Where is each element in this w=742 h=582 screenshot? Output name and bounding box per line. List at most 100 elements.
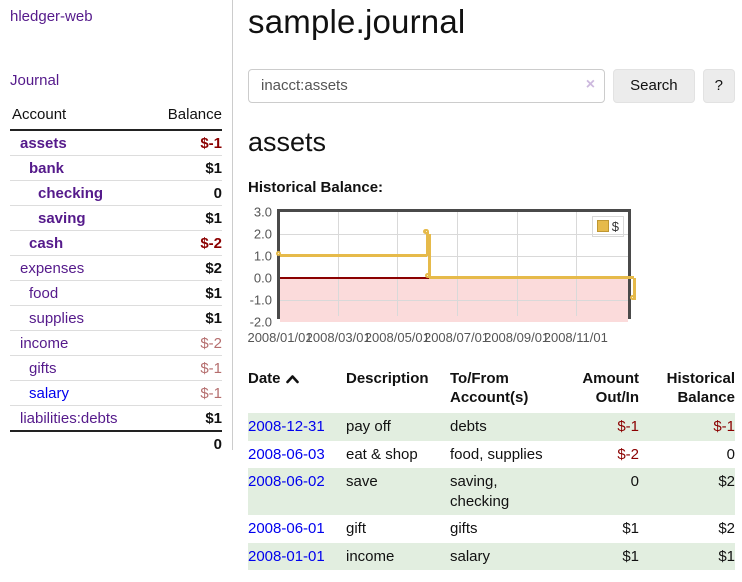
transaction-description: gift — [346, 515, 450, 543]
search-input-wrap: × — [248, 69, 605, 103]
account-row: expenses $2 — [10, 256, 222, 281]
register-header-description: Description — [346, 368, 450, 414]
account-link[interactable]: bank — [10, 160, 64, 177]
transaction-amount: $1 — [560, 515, 639, 543]
transaction-date-link[interactable]: 2008-06-01 — [248, 520, 325, 537]
x-tick-label: 2008/03/01 — [306, 330, 371, 345]
account-link[interactable]: food — [10, 285, 58, 302]
account-balance: $2 — [205, 260, 222, 277]
account-link[interactable]: checking — [10, 185, 103, 202]
sort-asc-icon — [285, 371, 300, 390]
y-tick-label: 3.0 — [248, 204, 272, 219]
account-row: checking 0 — [10, 181, 222, 206]
register-row: 2008-06-01 gift gifts $1 $2 — [248, 515, 735, 543]
search-button[interactable]: Search — [613, 69, 695, 103]
transaction-balance: $2 — [639, 515, 735, 543]
account-link[interactable]: liabilities:debts — [10, 410, 118, 427]
account-row: supplies $1 — [10, 306, 222, 331]
account-balance: $1 — [205, 285, 222, 302]
historical-balance-chart: 3.02.01.00.0-1.0-2.0 $ 2008/01/012008/03… — [248, 208, 735, 350]
register-header-date[interactable]: Date — [248, 368, 346, 414]
account-balance: 0 — [214, 185, 222, 202]
y-tick-label: -1.0 — [248, 292, 272, 307]
legend-label: $ — [612, 219, 619, 234]
transaction-balance: $-1 — [639, 413, 735, 441]
accounts-table-header: Account Balance — [10, 106, 222, 131]
register-header-accounts: To/From Account(s) — [450, 368, 560, 414]
account-row: gifts $-1 — [10, 356, 222, 381]
account-link[interactable]: saving — [10, 210, 86, 227]
v-gridline — [397, 212, 398, 316]
accounts-total-value: 0 — [214, 436, 222, 453]
clear-search-icon[interactable]: × — [586, 76, 595, 94]
account-link[interactable]: income — [10, 335, 68, 352]
transaction-description: income — [346, 543, 450, 571]
brand-link[interactable]: hledger-web — [10, 8, 222, 25]
account-link[interactable]: gifts — [10, 360, 57, 377]
help-button[interactable]: ? — [703, 69, 735, 103]
accounts-header-account: Account — [12, 106, 66, 123]
sidebar-item-journal[interactable]: Journal — [10, 72, 222, 89]
y-tick-label: 1.0 — [248, 248, 272, 263]
register-row: 2008-01-01 income salary $1 $1 — [248, 543, 735, 571]
account-row: liabilities:debts $1 — [10, 406, 222, 430]
x-tick-label: 2008/07/01 — [424, 330, 489, 345]
transaction-date-link[interactable]: 2008-06-03 — [248, 446, 325, 463]
account-row: bank $1 — [10, 156, 222, 181]
register-row: 2008-06-03 eat & shop food, supplies $-2… — [248, 441, 735, 469]
account-balance: $-1 — [200, 360, 222, 377]
y-tick-label: 2.0 — [248, 226, 272, 241]
transaction-accounts: gifts — [450, 515, 560, 543]
v-gridline — [576, 212, 577, 316]
register-table: Date Description To/From Account(s) Amou… — [248, 368, 735, 571]
transaction-amount: $-1 — [560, 413, 639, 441]
register-header-amount: Amount Out/In — [560, 368, 639, 414]
transaction-accounts: salary — [450, 543, 560, 571]
x-tick-label: 2008/05/01 — [365, 330, 430, 345]
v-gridline — [457, 212, 458, 316]
account-row: income $-2 — [10, 331, 222, 356]
main-content: sample.journal × Search ? assets Histori… — [248, 0, 735, 570]
transaction-date-link[interactable]: 2008-06-02 — [248, 473, 325, 490]
transaction-description: pay off — [346, 413, 450, 441]
transaction-date-link[interactable]: 2008-01-01 — [248, 548, 325, 565]
transaction-date-link[interactable]: 2008-12-31 — [248, 418, 325, 435]
account-balance: $1 — [205, 310, 222, 327]
account-balance: $1 — [205, 210, 222, 227]
account-link[interactable]: expenses — [10, 260, 84, 277]
register-header-row: Date Description To/From Account(s) Amou… — [248, 368, 735, 414]
account-link[interactable]: supplies — [10, 310, 84, 327]
legend-swatch-icon — [597, 220, 609, 232]
transaction-amount: $-2 — [560, 441, 639, 469]
chart-plot-area: $ — [277, 209, 631, 319]
accounts-header-balance: Balance — [168, 106, 222, 123]
account-row: cash $-2 — [10, 231, 222, 256]
accounts-table: Account Balance assets $-1 bank $1 check… — [10, 106, 222, 457]
transaction-balance: $2 — [639, 468, 735, 515]
series-line-segment — [428, 234, 431, 278]
accounts-total-row: 0 — [10, 430, 222, 457]
transaction-balance: 0 — [639, 441, 735, 469]
accounts-list: assets $-1 bank $1 checking 0 saving $1 … — [10, 131, 222, 430]
chart-title: Historical Balance: — [248, 179, 735, 196]
y-tick-label: -2.0 — [248, 314, 272, 329]
account-row: assets $-1 — [10, 131, 222, 156]
transaction-accounts: food, supplies — [450, 441, 560, 469]
account-link[interactable]: cash — [10, 235, 63, 252]
transaction-accounts: debts — [450, 413, 560, 441]
series-line-segment — [280, 254, 427, 257]
transaction-accounts: saving, checking — [450, 468, 560, 515]
account-balance: $-1 — [200, 385, 222, 402]
account-balance: $1 — [205, 160, 222, 177]
x-tick-label: 2008/09/01 — [484, 330, 549, 345]
register-header-balance: Historical Balance — [639, 368, 735, 414]
account-balance: $1 — [205, 410, 222, 427]
register-row: 2008-12-31 pay off debts $-1 $-1 — [248, 413, 735, 441]
x-tick-label: 2008/11/01 — [544, 330, 608, 345]
account-balance: $-2 — [200, 235, 222, 252]
account-link[interactable]: assets — [10, 135, 67, 152]
account-link[interactable]: salary — [10, 385, 69, 402]
x-tick-label: 2008/01/01 — [247, 330, 312, 345]
y-tick-label: 0.0 — [248, 270, 272, 285]
search-input[interactable] — [248, 69, 605, 103]
